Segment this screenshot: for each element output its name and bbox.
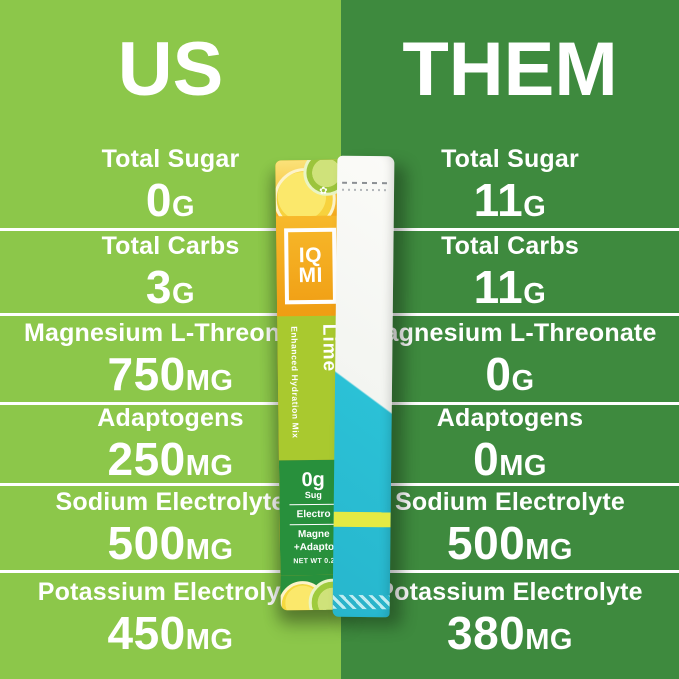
stat-value-unit: MG <box>185 533 234 566</box>
them-product-packet <box>332 155 395 618</box>
packet-crimp-top <box>342 181 390 192</box>
stat-value: 250MG <box>108 436 234 482</box>
stat-label: Total Carbs <box>101 231 240 260</box>
stat-value-number: 750 <box>107 347 186 400</box>
stat-value-number: 500 <box>107 516 186 569</box>
stat-label: Potassium Electrolyte <box>37 577 304 606</box>
stat-row-them-magnesium: Magnesium L-Threonate 0G <box>341 313 679 402</box>
packet-feature-electrolytes: Electro <box>296 508 331 520</box>
stat-row-us-sodium: Sodium Electrolyte 500MG <box>0 483 341 570</box>
citrus-artwork-top: ✿ <box>275 159 344 217</box>
stat-value-number: 500 <box>447 516 526 569</box>
packet-separator <box>289 523 339 526</box>
stat-label: Magnesium L-Threonate <box>23 318 318 347</box>
stat-row-them-sodium: Sodium Electrolyte 500MG <box>341 483 679 570</box>
stat-label: Sodium Electrolyte <box>55 487 286 516</box>
stat-value: 380MG <box>447 610 573 656</box>
stat-value-unit: G <box>511 364 535 397</box>
stat-row-us-magnesium: Magnesium L-Threonate 750MG <box>0 313 341 402</box>
stat-value: 450MG <box>108 610 234 656</box>
stat-row-them-total-sugar: Total Sugar 11G <box>341 140 679 228</box>
stat-value: 0G <box>485 351 534 397</box>
stat-value: 11G <box>474 177 547 223</box>
stat-value-number: 3 <box>145 260 173 313</box>
brand-logo: IQ MI <box>284 227 338 305</box>
stat-label: Potassium Electrolyte <box>377 577 643 606</box>
stat-value-unit: MG <box>525 533 573 566</box>
stat-value-number: 0 <box>485 347 512 400</box>
stat-value-unit: MG <box>185 449 234 482</box>
stat-value-number: 450 <box>107 606 186 659</box>
stat-row-them-total-carbs: Total Carbs 11G <box>341 228 679 313</box>
stat-value-unit: MG <box>185 623 234 656</box>
us-header: US <box>0 0 341 140</box>
packet-yellow-stripe <box>333 511 391 528</box>
stat-label: Adaptogens <box>97 403 244 432</box>
stat-label: Total Carbs <box>441 231 579 260</box>
stat-row-them-adaptogens: Adaptogens 0MG <box>341 402 679 483</box>
stat-value: 500MG <box>447 520 573 566</box>
stat-row-us-potassium: Potassium Electrolyte 450MG <box>0 570 341 679</box>
flower-icon: ✿ <box>319 185 328 197</box>
stat-value-unit: G <box>172 277 196 310</box>
packet-sugar-label: Sug <box>304 489 322 500</box>
them-header: THEM <box>341 0 679 140</box>
stat-label: Sodium Electrolyte <box>394 487 626 516</box>
stat-value-number: 250 <box>107 432 186 485</box>
stat-value-unit: MG <box>185 364 234 397</box>
stat-value-unit: G <box>172 191 196 223</box>
stat-value-unit: MG <box>525 623 573 656</box>
stat-value-number: 11 <box>473 260 524 313</box>
packet-feature-adaptogens: +Adapto <box>293 541 335 553</box>
stat-value-unit: G <box>523 277 547 310</box>
packet-crimp-bottom <box>332 594 390 610</box>
stat-label: Adaptogens <box>436 403 584 432</box>
packet-separator <box>288 503 338 506</box>
stat-value: 0G <box>146 177 195 223</box>
packet-orange-band: IQ MI <box>275 215 346 317</box>
stat-value-number: 380 <box>447 606 526 659</box>
us-title: US <box>117 27 224 112</box>
stat-value: 0MG <box>473 436 547 482</box>
stat-row-them-potassium: Potassium Electrolyte 380MG <box>341 570 679 679</box>
packet-feature-magnesium: Magne <box>297 529 330 541</box>
them-title: THEM <box>402 27 618 112</box>
them-panel: THEM Total Sugar 11G Total Carbs 11G Mag… <box>341 0 679 679</box>
stat-value-number: 0 <box>145 174 173 226</box>
stat-value-unit: G <box>523 191 547 223</box>
stat-value: 3G <box>146 264 195 310</box>
stat-label: Magnesium L-Threonate <box>363 318 657 347</box>
stat-row-us-total-carbs: Total Carbs 3G <box>0 228 341 313</box>
packet-sugar-value: 0g <box>301 468 325 491</box>
brand-logo-line2: MI <box>298 263 323 288</box>
stat-row-us-adaptogens: Adaptogens 250MG <box>0 402 341 483</box>
stat-value-number: 11 <box>473 174 524 226</box>
stat-value-number: 0 <box>473 432 500 485</box>
stat-value: 500MG <box>108 520 234 566</box>
stat-value: 750MG <box>108 351 234 397</box>
packet-net-weight: NET WT 0.2 <box>293 557 335 566</box>
stat-label: Total Sugar <box>441 145 579 173</box>
stat-row-us-total-sugar: Total Sugar 0G <box>0 140 341 228</box>
stat-value-unit: MG <box>499 449 547 482</box>
packet-tagline: Enhanced Hydration Mix <box>289 326 301 439</box>
stat-label: Total Sugar <box>101 145 240 173</box>
stat-value: 11G <box>474 264 547 310</box>
